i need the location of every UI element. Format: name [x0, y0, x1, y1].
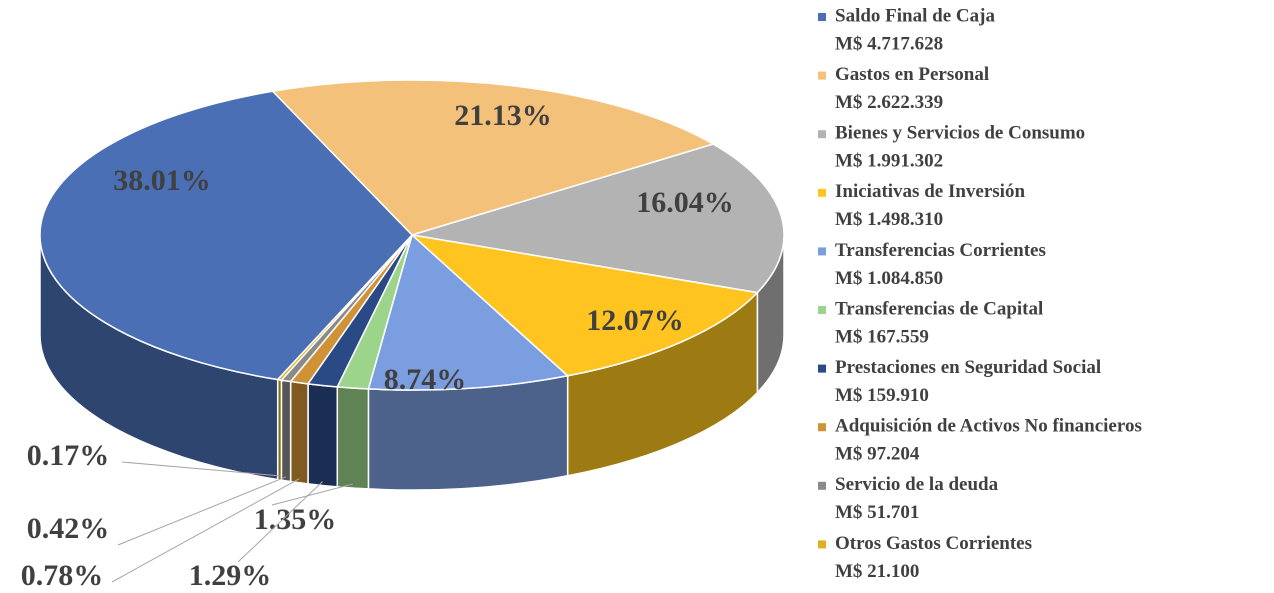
legend-swatch — [818, 364, 826, 373]
legend-swatch — [818, 130, 826, 139]
legend-swatch — [818, 188, 826, 197]
legend-label: Bienes y Servicios de Consumo — [835, 123, 1085, 144]
data-label: 8.74% — [384, 363, 467, 396]
leader-line — [271, 483, 353, 506]
legend-label: Transferencias Corrientes — [835, 240, 1046, 261]
pie-side — [336, 386, 370, 490]
data-label: 12.07% — [586, 304, 684, 337]
legend-amount: M$ 51.701 — [835, 502, 919, 523]
legend-swatch — [818, 423, 826, 432]
legend-label: Iniciativas de Inversión — [835, 181, 1025, 202]
legend-swatch — [818, 306, 826, 314]
legend-amount: M$ 167.559 — [835, 326, 929, 347]
legend-swatch — [818, 540, 826, 549]
legend-label: Prestaciones en Seguridad Social — [835, 357, 1101, 378]
legend-amount: M$ 21.100 — [835, 561, 919, 582]
legend-label: Otros Gastos Corrientes — [835, 533, 1032, 554]
legend-amount: M$ 1.991.302 — [835, 151, 943, 172]
legend-swatch — [818, 247, 826, 256]
pie-side — [280, 379, 292, 483]
data-label: 38.01% — [113, 164, 211, 197]
legend-amount: M$ 1.498.310 — [835, 209, 943, 230]
data-label: 0.78% — [21, 559, 104, 592]
legend-label: Saldo Final de Caja — [835, 5, 995, 26]
legend-label: Transferencias de Capital — [835, 298, 1043, 319]
pie-slice — [271, 79, 716, 236]
pie-slice — [409, 233, 759, 377]
data-label: 0.17% — [27, 439, 110, 472]
legend-swatch — [818, 13, 826, 21]
legend-amount: M$ 1.084.850 — [835, 268, 943, 289]
legend-amount: M$ 2.622.339 — [835, 92, 943, 113]
data-label: 1.29% — [189, 559, 272, 592]
legend-amount: M$ 97.204 — [835, 444, 920, 465]
pie-slice — [367, 233, 570, 391]
data-label: 21.13% — [454, 99, 552, 132]
leader-line — [117, 476, 287, 546]
data-label: 16.04% — [636, 186, 734, 219]
leader-line — [237, 481, 323, 563]
legend-label: Servicio de la deuda — [835, 474, 999, 495]
pie-slice — [39, 90, 414, 381]
legend-swatch — [818, 481, 826, 490]
legend-label: Gastos en Personal — [835, 64, 989, 85]
pie-side — [289, 380, 309, 485]
legend-swatch — [818, 71, 826, 80]
legend-label: Adquisición de Activos No financieros — [835, 416, 1142, 437]
leader-line — [121, 461, 280, 477]
leader-line — [111, 478, 300, 583]
pie-side — [307, 382, 339, 488]
legend-amount: M$ 159.910 — [835, 385, 929, 406]
data-label: 0.42% — [27, 512, 110, 545]
legend-amount: M$ 4.717.628 — [835, 33, 943, 54]
pie-slice — [411, 143, 785, 294]
